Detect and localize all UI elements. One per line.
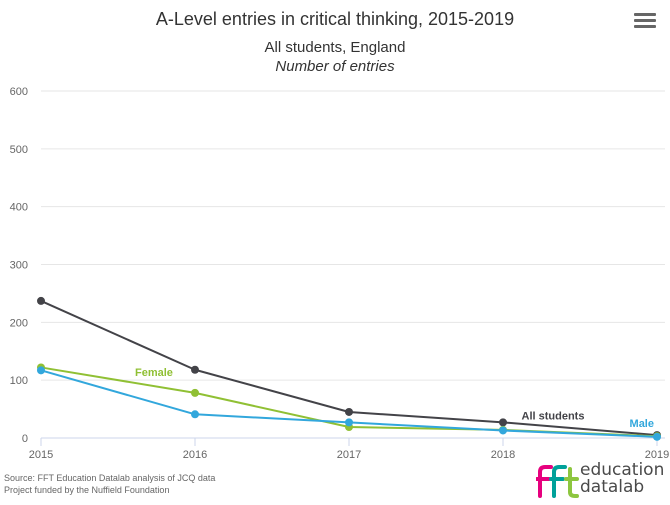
data-point-all-students: [191, 365, 199, 374]
data-point-male: [653, 432, 661, 441]
y-tick-label: 0: [22, 433, 28, 445]
data-point-male: [37, 366, 45, 375]
source-note: Source: FFT Education Datalab analysis o…: [4, 472, 215, 496]
subtitle-line-1: All students, England: [264, 39, 406, 56]
logo-line-2: datalab: [580, 477, 645, 497]
series-label-male: Male: [630, 418, 654, 430]
subtitle-line-2: Number of entries: [275, 58, 395, 75]
data-point-all-students: [499, 418, 507, 427]
fft-education-datalab-logo: education datalab: [535, 462, 666, 500]
chart-title: A-Level entries in critical thinking, 20…: [155, 9, 515, 29]
chart-subtitle: All students, England Number of entries: [0, 38, 670, 76]
logo-line-1: education: [580, 460, 665, 480]
x-tick-label: 2016: [183, 449, 207, 461]
source-line-1: Source: FFT Education Datalab analysis o…: [4, 473, 216, 483]
y-tick-label: 100: [10, 375, 28, 387]
data-point-all-students: [345, 407, 353, 416]
data-point-male: [499, 426, 507, 435]
data-point-all-students: [37, 296, 45, 305]
y-tick-label: 500: [10, 144, 28, 156]
fft-logo-mark-icon: [535, 465, 579, 498]
y-tick-label: 400: [10, 202, 28, 214]
data-point-male: [345, 418, 353, 427]
data-point-female: [191, 388, 199, 397]
x-tick-label: 2018: [491, 449, 515, 461]
y-tick-label: 600: [10, 86, 28, 98]
series-label-all-students: All students: [522, 410, 585, 422]
hamburger-menu-icon[interactable]: [634, 13, 656, 33]
source-line-2: Project funded by the Nuffield Foundatio…: [4, 485, 170, 495]
y-tick-label: 200: [10, 317, 28, 329]
y-tick-label: 300: [10, 260, 28, 272]
data-point-male: [191, 410, 199, 419]
x-tick-label: 2019: [645, 449, 669, 461]
x-tick-label: 2015: [29, 449, 53, 461]
x-tick-label: 2017: [337, 449, 361, 461]
series-label-female: Female: [135, 367, 173, 379]
logo-wordmark: education datalab: [580, 462, 664, 496]
